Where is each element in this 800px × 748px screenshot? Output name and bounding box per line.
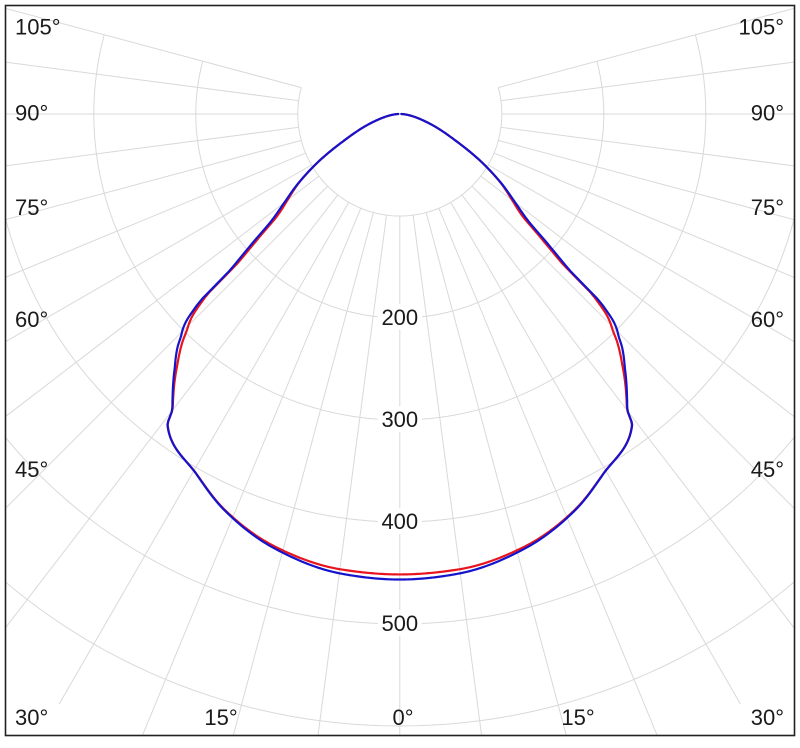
svg-text:30°: 30° — [15, 705, 48, 730]
svg-text:105°: 105° — [15, 15, 61, 40]
svg-text:15°: 15° — [204, 705, 237, 730]
svg-text:45°: 45° — [15, 457, 48, 482]
svg-text:400: 400 — [381, 509, 418, 534]
svg-text:45°: 45° — [751, 457, 784, 482]
svg-text:90°: 90° — [15, 100, 48, 125]
svg-text:75°: 75° — [15, 195, 48, 220]
svg-text:300: 300 — [381, 407, 418, 432]
svg-text:0°: 0° — [392, 705, 413, 730]
svg-text:90°: 90° — [751, 100, 784, 125]
svg-text:60°: 60° — [15, 307, 48, 332]
svg-text:60°: 60° — [751, 307, 784, 332]
svg-text:500: 500 — [381, 611, 418, 636]
svg-text:30°: 30° — [751, 705, 784, 730]
svg-text:75°: 75° — [751, 195, 784, 220]
svg-text:200: 200 — [381, 305, 418, 330]
svg-text:105°: 105° — [738, 15, 784, 40]
svg-text:15°: 15° — [561, 705, 594, 730]
